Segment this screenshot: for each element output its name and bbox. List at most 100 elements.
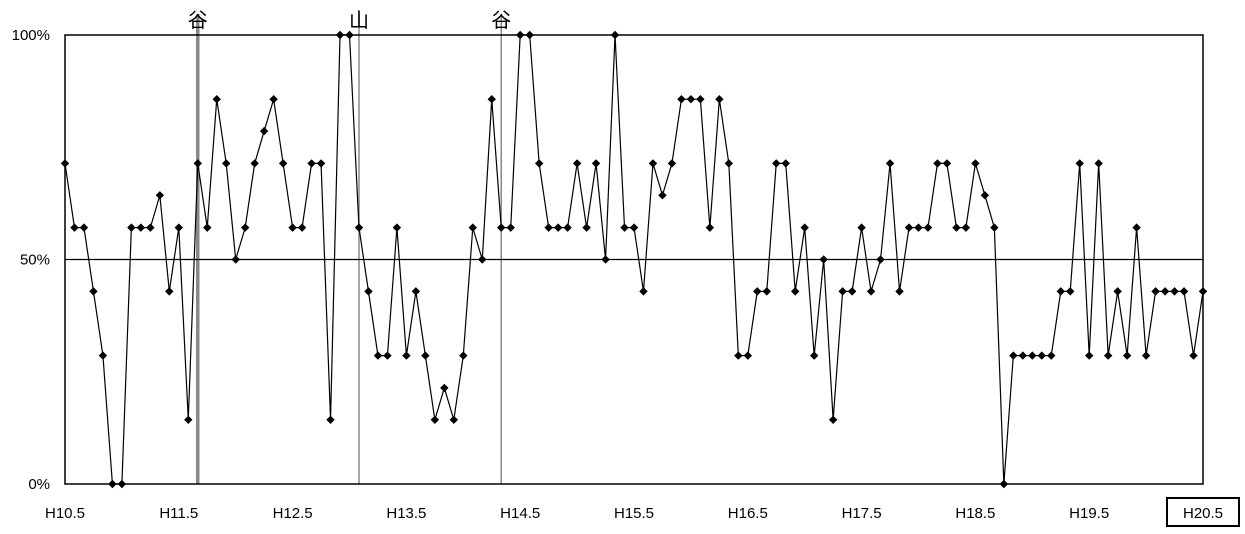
data-point [677,95,686,104]
data-point [98,351,108,360]
data-point [108,479,117,489]
data-point [288,223,297,232]
data-point [269,95,278,104]
data-point [772,159,781,168]
turning-point-label: 谷 [491,8,511,32]
data-point [1132,223,1141,232]
x-tick-label: H18.5 [955,505,995,522]
data-point [278,159,288,168]
data-point [1028,351,1037,360]
data-point [601,255,610,264]
data-point [184,415,193,424]
data-point [980,191,990,200]
data-point [800,223,809,232]
data-point [89,287,98,296]
data-point [582,223,591,232]
y-axis-ticks: 0% 50% 100% [12,27,50,493]
data-point [999,479,1009,489]
data-point [506,223,515,232]
data-point [762,287,771,296]
data-point [876,255,885,264]
data-point [1037,351,1046,360]
data-point [857,223,866,232]
data-point [961,223,971,232]
y-tick-label: 50% [20,252,50,269]
data-point [165,287,174,296]
data-point [1056,287,1065,296]
x-tick-label: H11.5 [159,505,198,522]
turning-point-label: 谷 [188,8,208,32]
data-point [933,159,942,168]
data-point [1113,287,1122,296]
data-point [402,351,411,360]
data-point [847,287,857,296]
data-point [316,159,326,168]
data-point [914,223,923,232]
data-point [658,191,667,200]
data-point [819,255,828,264]
x-tick-label: H10.5 [45,505,85,522]
data-point [781,159,790,168]
data-point [715,95,724,104]
data-point [193,159,202,168]
data-point [421,351,430,360]
data-point [1141,351,1151,360]
data-point [297,223,307,232]
data-point [544,223,553,232]
data-point [79,223,89,232]
data-point [828,415,838,424]
data-point [1103,351,1113,360]
series-points [60,30,1208,489]
data-point [345,30,354,40]
data-point [1151,287,1160,296]
x-axis-ticks: H10.5 H11.5 H12.5 H13.5 H14.5 H15.5 H16.5 H17.5… [45,497,1240,527]
data-point [307,159,316,168]
data-point [174,223,183,232]
data-point [809,351,819,360]
data-point [136,223,146,232]
data-point [430,415,440,424]
x-tick-label: H16.5 [728,505,768,522]
data-point [686,95,696,104]
data-point [866,287,876,296]
data-point [572,159,582,168]
data-point [1198,287,1208,296]
data-point [648,159,658,168]
turning-point-markers: 谷山谷 [188,8,511,484]
data-point [1047,351,1056,360]
data-point [373,351,383,360]
data-point [620,223,629,232]
data-point [259,126,269,136]
data-point [354,223,364,232]
turning-point-label: 山 [349,8,369,32]
data-point [942,159,952,168]
data-point [753,287,762,296]
x-tick-label: H14.5 [500,505,540,522]
data-point [952,223,961,232]
data-point [743,351,752,360]
data-point [117,479,127,489]
data-point [1018,351,1028,360]
data-point [383,351,392,360]
data-point [468,223,477,232]
data-point [60,159,70,168]
data-point [705,223,715,232]
x-tick-label: H20.5 [1183,505,1223,522]
data-point [440,383,449,393]
data-point [791,287,800,296]
data-point [1085,351,1094,360]
data-point [885,159,895,168]
data-point [1170,287,1179,296]
data-point [971,159,980,168]
data-point [696,95,705,104]
x-tick-label: H12.5 [273,505,313,522]
data-point [667,159,677,168]
data-point [127,223,136,232]
data-point [449,415,459,424]
data-point [1094,159,1103,168]
data-point [639,287,648,296]
data-point [1179,287,1189,296]
data-point [724,159,734,168]
data-point [155,191,165,200]
